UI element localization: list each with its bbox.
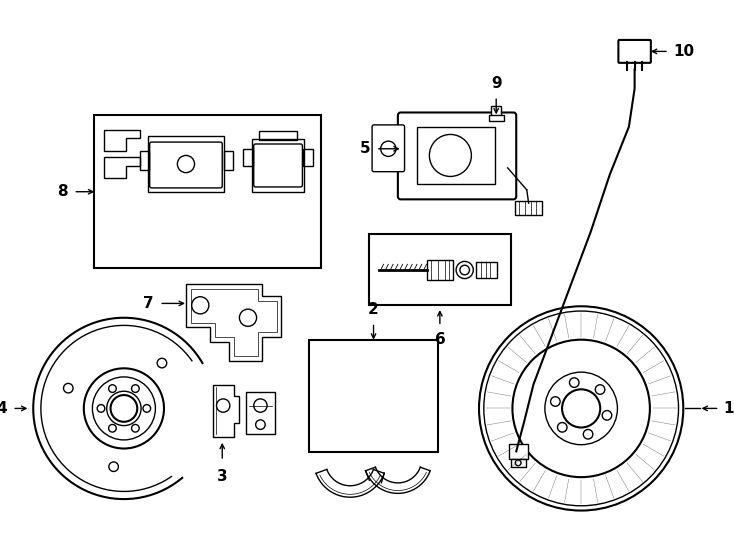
Bar	[515, 201, 542, 214]
Circle shape	[111, 395, 137, 422]
Circle shape	[217, 399, 230, 412]
Bar	[243, 148, 252, 166]
Circle shape	[584, 429, 593, 439]
Circle shape	[143, 404, 150, 412]
Circle shape	[456, 261, 473, 279]
Circle shape	[109, 462, 118, 471]
Bar	[509, 444, 528, 459]
Circle shape	[109, 424, 116, 432]
Circle shape	[550, 397, 560, 406]
Bar	[492, 106, 501, 117]
Text: 4: 4	[0, 401, 7, 416]
Circle shape	[562, 389, 600, 428]
Circle shape	[239, 309, 257, 326]
Bar	[426, 260, 453, 280]
Text: 6: 6	[435, 332, 446, 347]
Bar	[148, 137, 224, 192]
Text: 9: 9	[491, 76, 501, 91]
Circle shape	[131, 424, 139, 432]
Circle shape	[570, 378, 579, 387]
FancyBboxPatch shape	[618, 40, 651, 63]
Text: 2: 2	[368, 302, 379, 317]
Circle shape	[157, 359, 167, 368]
Text: 8: 8	[57, 184, 68, 199]
Bar	[476, 262, 497, 278]
Bar	[252, 139, 305, 192]
Circle shape	[192, 296, 209, 314]
Text: 7: 7	[143, 296, 153, 311]
Bar	[94, 116, 321, 268]
Circle shape	[178, 156, 195, 173]
Circle shape	[97, 404, 105, 412]
Circle shape	[254, 399, 267, 412]
FancyBboxPatch shape	[398, 112, 516, 199]
Circle shape	[381, 141, 396, 157]
Circle shape	[595, 384, 605, 394]
Bar	[489, 116, 504, 121]
Bar	[224, 151, 233, 170]
Text: 3: 3	[217, 469, 228, 483]
Circle shape	[558, 422, 567, 432]
FancyBboxPatch shape	[372, 125, 404, 172]
Bar	[369, 234, 511, 305]
Circle shape	[255, 420, 265, 429]
Circle shape	[515, 460, 521, 465]
Bar	[140, 151, 149, 170]
Circle shape	[64, 383, 73, 393]
Circle shape	[602, 410, 611, 420]
Bar	[511, 459, 526, 467]
Bar	[309, 340, 438, 453]
Bar	[303, 148, 313, 166]
Text: 1: 1	[724, 401, 734, 416]
Circle shape	[460, 265, 470, 275]
Text: 5: 5	[360, 141, 370, 156]
Bar	[259, 131, 297, 140]
Circle shape	[131, 385, 139, 393]
Circle shape	[429, 134, 471, 177]
Bar	[417, 127, 495, 184]
Circle shape	[109, 385, 116, 393]
Text: 10: 10	[674, 44, 695, 59]
